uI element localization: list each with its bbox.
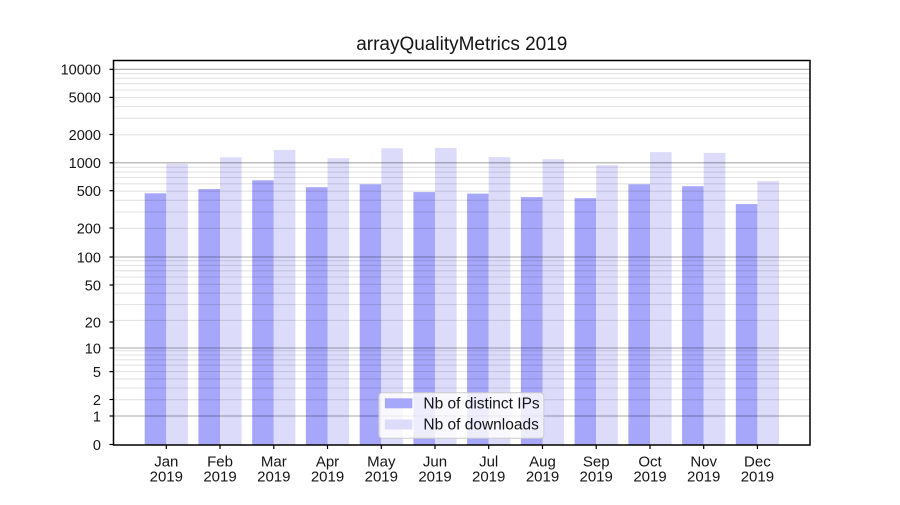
svg-text:20: 20 [85,315,101,331]
svg-text:2019: 2019 [150,469,183,486]
svg-text:Sep: Sep [583,454,610,471]
svg-text:2019: 2019 [580,469,613,486]
svg-text:Jan: Jan [154,454,178,471]
svg-text:5: 5 [93,365,101,381]
svg-text:2: 2 [93,393,101,409]
svg-text:100: 100 [77,250,101,266]
svg-text:Nb of downloads: Nb of downloads [423,417,539,434]
svg-text:Dec: Dec [744,454,771,471]
svg-text:10: 10 [85,341,101,357]
svg-text:200: 200 [77,221,101,237]
svg-text:2019: 2019 [418,469,451,486]
svg-text:50: 50 [85,278,101,294]
svg-text:10000: 10000 [61,63,101,79]
svg-text:500: 500 [77,184,101,200]
svg-text:2019: 2019 [257,469,290,486]
svg-text:Apr: Apr [316,454,339,471]
svg-text:Oct: Oct [638,454,662,471]
svg-text:2019: 2019 [687,469,720,486]
svg-text:Nov: Nov [690,454,717,471]
svg-text:2019: 2019 [472,469,505,486]
svg-text:Feb: Feb [207,454,233,471]
svg-text:Aug: Aug [529,454,556,471]
svg-text:Jun: Jun [423,454,447,471]
svg-text:2019: 2019 [741,469,774,486]
svg-text:arrayQualityMetrics 2019: arrayQualityMetrics 2019 [356,34,567,55]
svg-text:2019: 2019 [633,469,666,486]
svg-text:2019: 2019 [311,469,344,486]
svg-text:1: 1 [93,409,101,425]
svg-text:0: 0 [93,438,101,454]
svg-text:1000: 1000 [69,156,101,172]
svg-text:May: May [367,454,396,471]
svg-text:Jul: Jul [479,454,498,471]
svg-text:2019: 2019 [203,469,236,486]
svg-text:2019: 2019 [365,469,398,486]
svg-text:Nb of distinct IPs: Nb of distinct IPs [423,395,540,412]
svg-text:2000: 2000 [69,128,101,144]
svg-text:Mar: Mar [261,454,287,471]
svg-text:2019: 2019 [526,469,559,486]
svg-text:5000: 5000 [69,91,101,107]
